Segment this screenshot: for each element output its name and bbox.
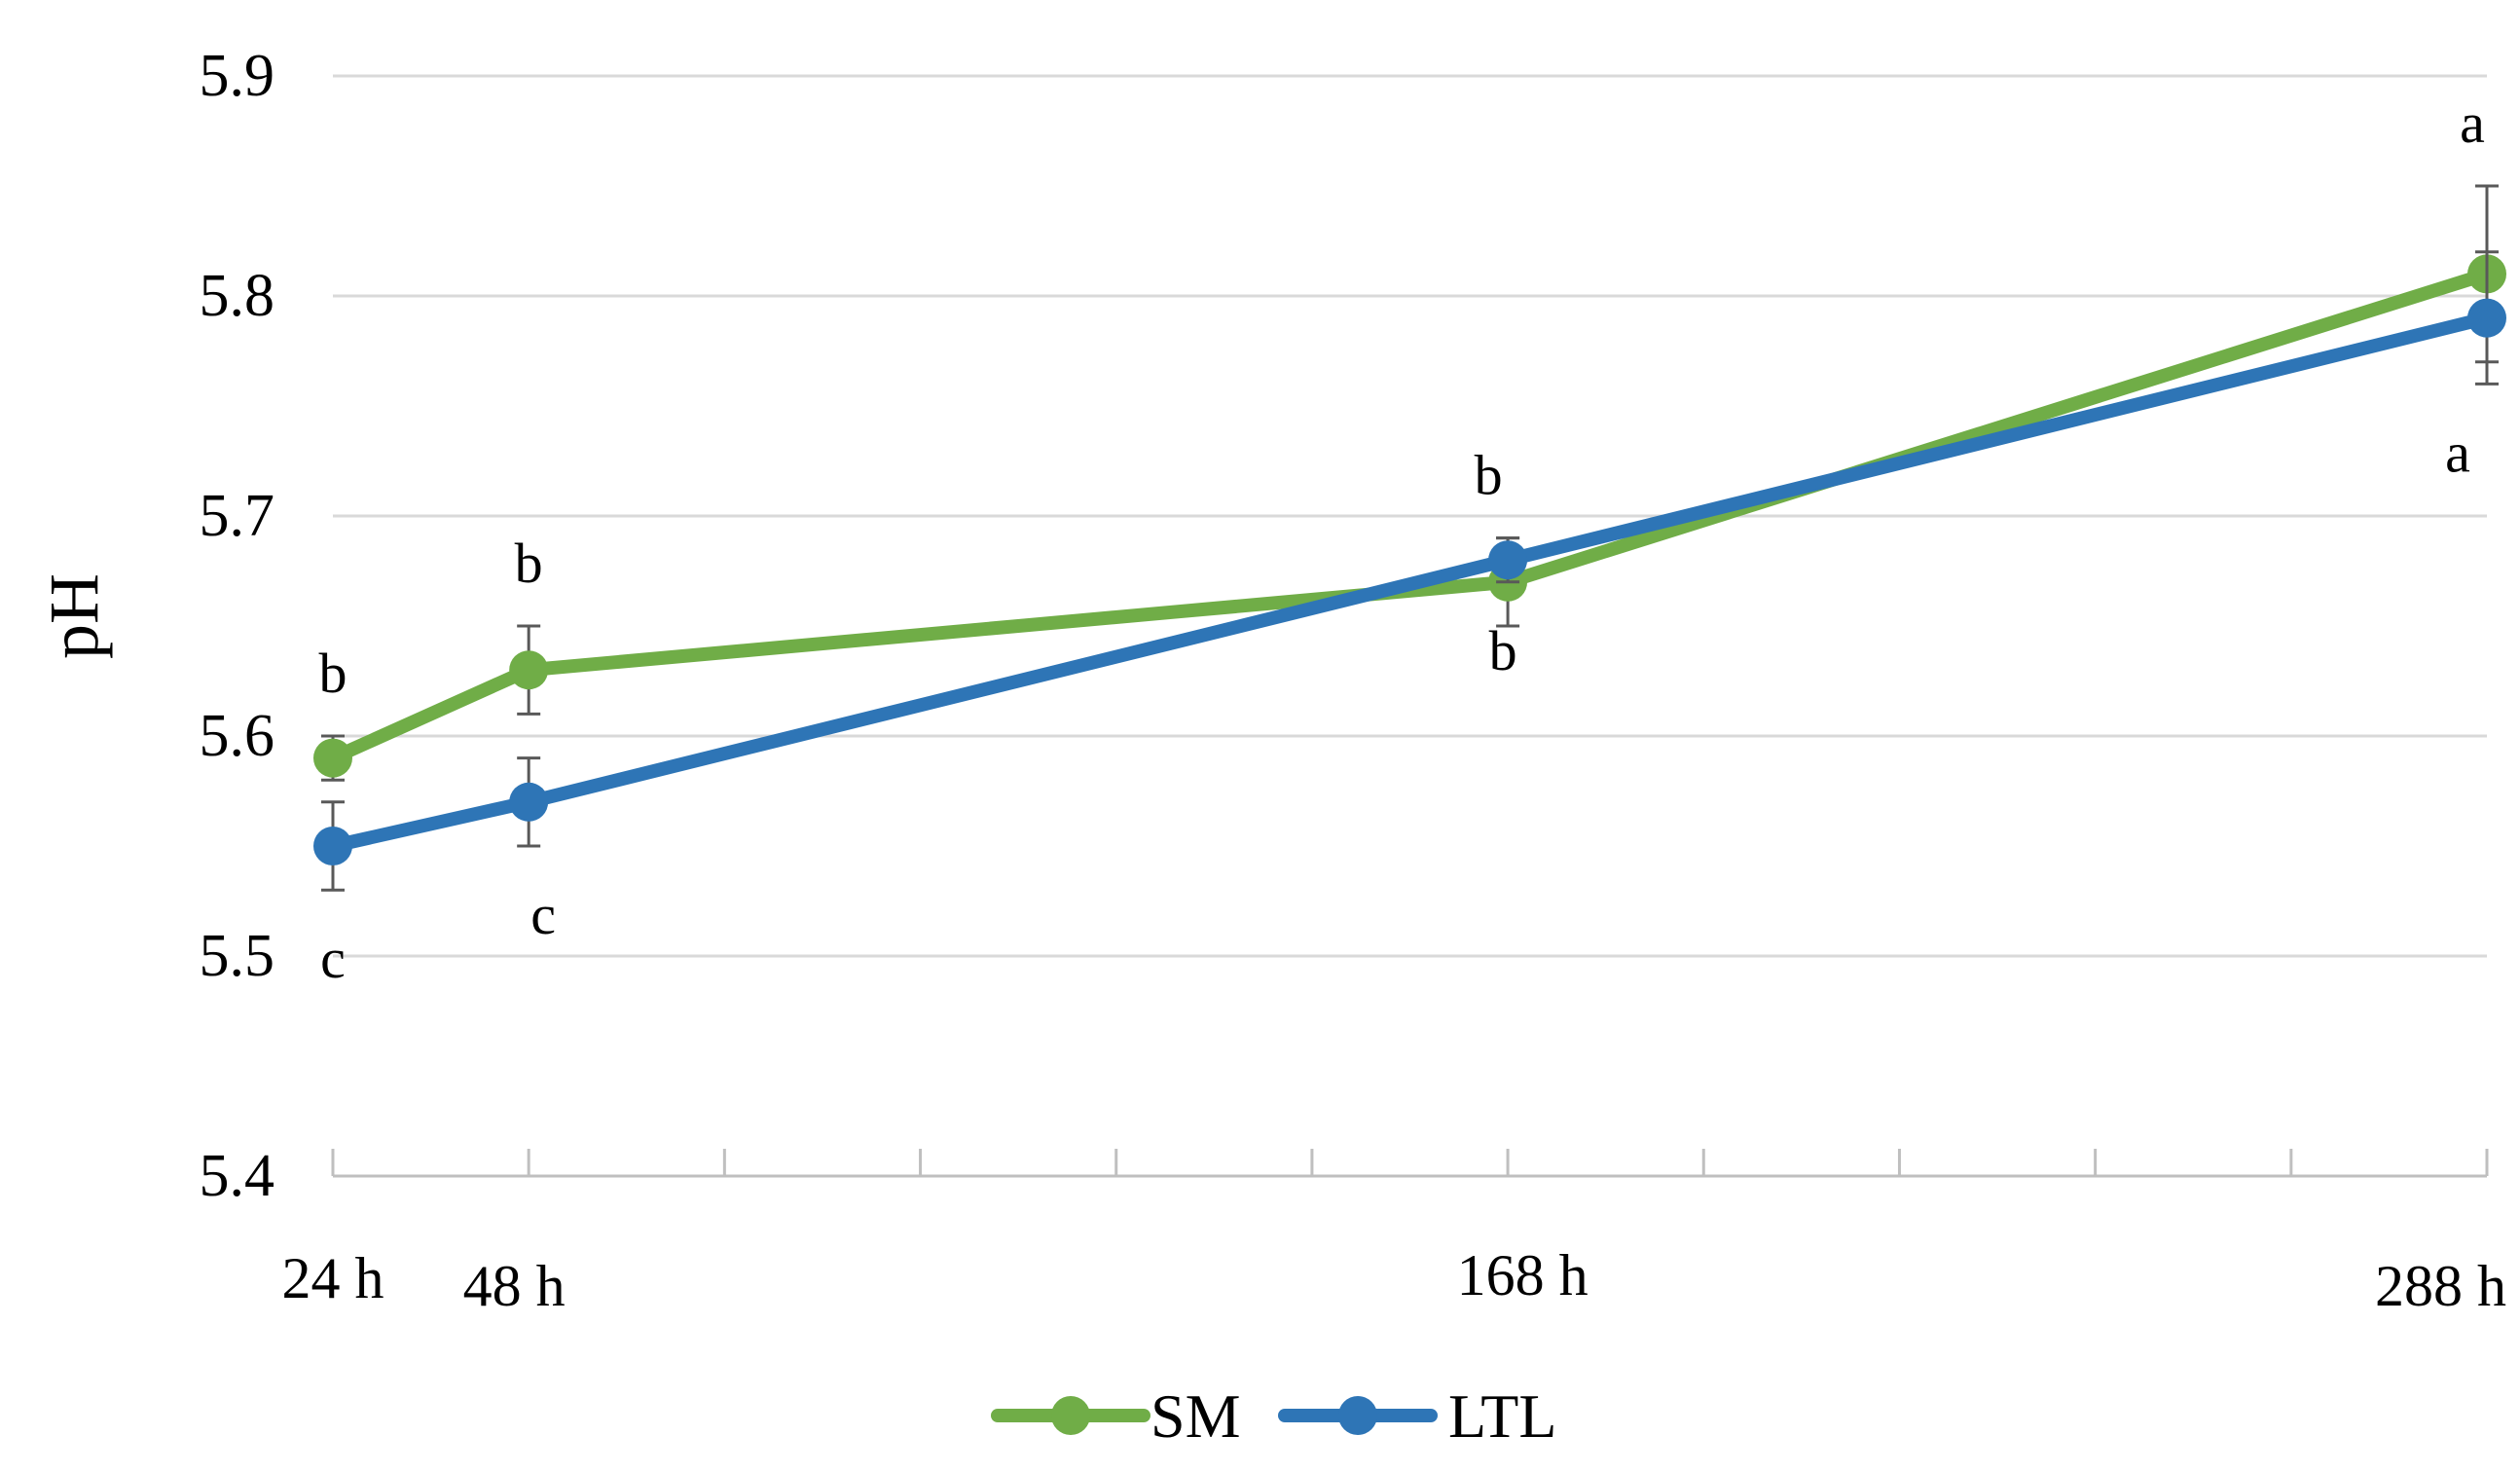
- x-tick-label: 168 h: [1457, 1243, 1589, 1307]
- data-point-ltl: [313, 827, 352, 865]
- significance-label: a: [2460, 92, 2485, 155]
- data-point-ltl: [509, 782, 549, 822]
- y-tick-label: 5.7: [200, 483, 275, 549]
- axis-layer: 5.4 5.5 5.6 5.7 5.8 5.9 24 h 48 h 168 h 288 h pH: [35, 43, 2506, 1318]
- grid-layer: [333, 74, 2487, 958]
- series-layer: [313, 184, 2506, 892]
- significance-label: b: [1489, 619, 1517, 682]
- y-tick-label: 5.6: [200, 703, 275, 769]
- data-point-ltl: [2467, 298, 2506, 338]
- data-point-ltl: [1488, 540, 1528, 580]
- y-tick-label: 5.4: [200, 1143, 275, 1209]
- series-line-ltl: [326, 311, 2494, 853]
- significance-label: b: [319, 642, 347, 705]
- legend-label: LTL: [1448, 1381, 1556, 1451]
- legend-item-ltl: LTL: [1278, 1381, 1556, 1451]
- significance-label: b: [515, 532, 543, 595]
- y-axis-title: pH: [35, 573, 113, 659]
- data-point-sm: [313, 738, 352, 778]
- label-layer: b b b a c c b a: [319, 92, 2485, 990]
- legend-label: SM: [1150, 1381, 1241, 1451]
- legend-item-sm: SM: [991, 1381, 1241, 1451]
- x-tick-label: 48 h: [463, 1254, 566, 1318]
- legend: SM LTL: [991, 1381, 1556, 1451]
- x-tick-label: 24 h: [282, 1246, 384, 1310]
- legend-swatch-marker: [1338, 1396, 1377, 1435]
- significance-label: c: [530, 883, 556, 946]
- y-tick-label: 5.9: [200, 43, 275, 109]
- y-tick-label: 5.5: [200, 923, 275, 989]
- significance-label: a: [2445, 421, 2470, 484]
- significance-label: c: [320, 927, 346, 990]
- legend-swatch-marker: [1051, 1396, 1090, 1435]
- series-line-sm: [326, 267, 2494, 765]
- x-tick-label: 288 h: [2375, 1254, 2506, 1318]
- data-point-sm: [509, 650, 549, 690]
- significance-label: b: [1475, 444, 1503, 507]
- y-tick-label: 5.8: [200, 263, 275, 329]
